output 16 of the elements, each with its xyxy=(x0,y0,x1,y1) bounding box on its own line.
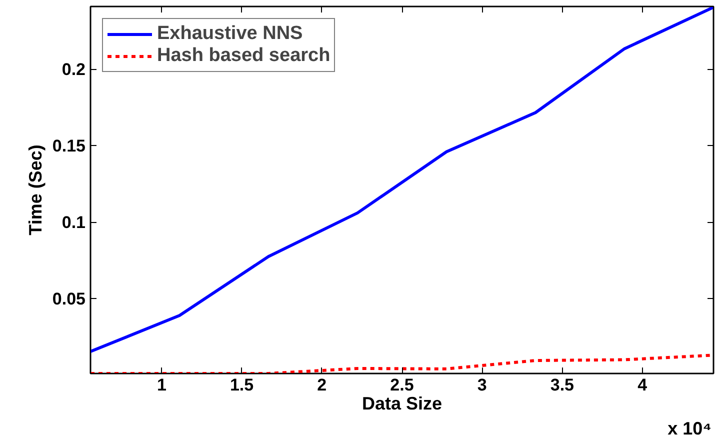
y-tick-label: 0.2 xyxy=(62,60,86,80)
x-tick-label: 1 xyxy=(156,376,166,394)
x-tick-label: 1.5 xyxy=(230,376,254,394)
text: x 10⁴ xyxy=(668,418,712,438)
x-tick-label: 2.5 xyxy=(390,376,414,394)
x-tick-label: 4 xyxy=(638,376,648,394)
legend-label: Hash based search xyxy=(157,45,330,67)
x-axis-title: Data Size xyxy=(362,394,442,414)
y-tick-label: 0.05 xyxy=(52,290,86,309)
legend-label: Exhaustive NNS xyxy=(157,23,303,45)
y-axis-title: Time (Sec) xyxy=(25,144,46,236)
y-tick-label: 0.15 xyxy=(52,136,86,156)
x-tick-label: 3 xyxy=(477,376,487,394)
x-tick-label: 2 xyxy=(317,376,327,394)
y-tick-label: 0.1 xyxy=(62,213,86,232)
x-tick-label: 3.5 xyxy=(550,376,574,394)
